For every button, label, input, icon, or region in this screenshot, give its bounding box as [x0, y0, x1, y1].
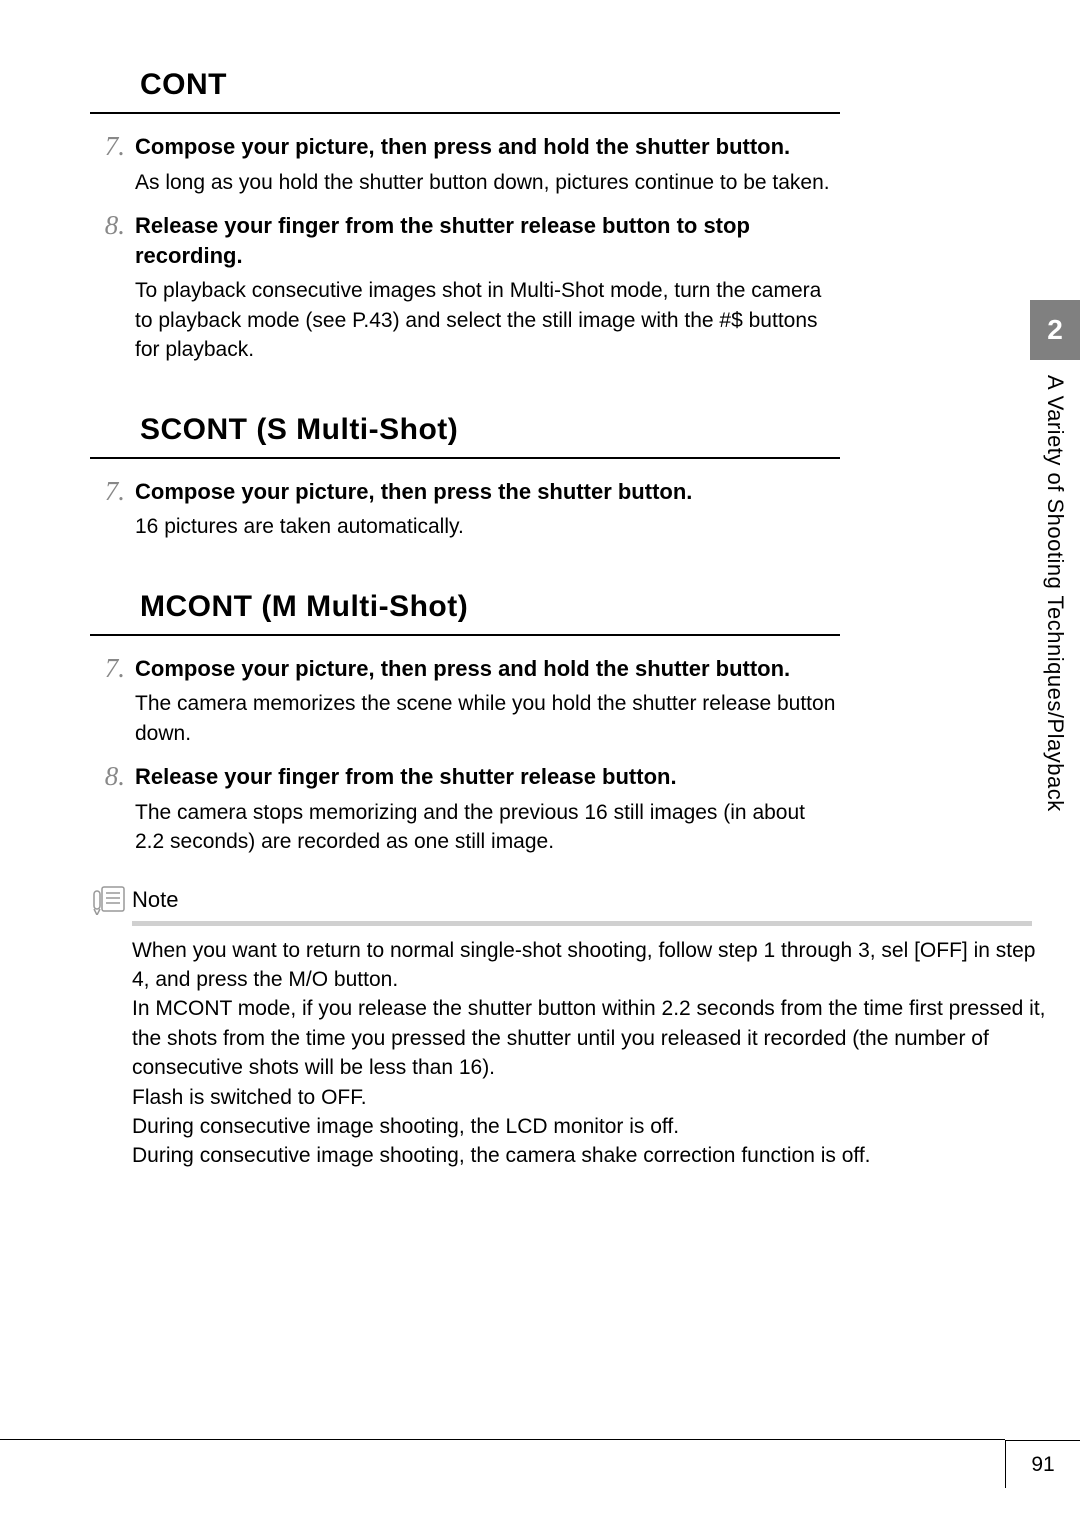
section-title-scont: SCONT (S Multi-Shot): [90, 405, 840, 459]
chapter-label: A Variety of Shooting Techniques/Playbac…: [1042, 375, 1068, 812]
step-text: As long as you hold the shutter button d…: [135, 168, 840, 197]
note-block: Note When you want to return to normal s…: [90, 885, 840, 1171]
step-text: 16 pictures are taken automatically.: [135, 512, 840, 541]
step-number: 8.: [90, 762, 135, 856]
bottom-rule: [0, 1439, 1005, 1440]
step-body: Release your finger from the shutter rel…: [135, 211, 840, 365]
chapter-tab: 2: [1030, 300, 1080, 360]
step-body: Compose your picture, then press the shu…: [135, 477, 840, 542]
step-body: Compose your picture, then press and hol…: [135, 132, 840, 197]
step-heading: Compose your picture, then press and hol…: [135, 132, 840, 162]
note-icon: [92, 885, 132, 915]
content-area: CONT 7. Compose your picture, then press…: [90, 60, 840, 1171]
step-number: 7.: [90, 477, 135, 542]
step-number: 8.: [90, 211, 135, 365]
step-heading: Release your finger from the shutter rel…: [135, 762, 840, 792]
step-body: Release your finger from the shutter rel…: [135, 762, 840, 856]
step-heading: Compose your picture, then press the shu…: [135, 477, 840, 507]
page-number: 91: [1005, 1440, 1080, 1488]
step-heading: Compose your picture, then press and hol…: [135, 654, 840, 684]
step-heading: Release your finger from the shutter rel…: [135, 211, 840, 270]
step: 8. Release your finger from the shutter …: [90, 211, 840, 365]
step: 7. Compose your picture, then press and …: [90, 654, 840, 748]
step-number: 7.: [90, 654, 135, 748]
step-body: Compose your picture, then press and hol…: [135, 654, 840, 748]
note-label: Note: [132, 887, 178, 913]
step-text: The camera stops memorizing and the prev…: [135, 798, 840, 857]
step-text: The camera memorizes the scene while you…: [135, 689, 840, 748]
step: 7. Compose your picture, then press the …: [90, 477, 840, 542]
step-text: To playback consecutive images shot in M…: [135, 276, 840, 364]
section-title-cont: CONT: [90, 60, 840, 114]
section-title-mcont: MCONT (M Multi-Shot): [90, 582, 840, 636]
step-number: 7.: [90, 132, 135, 197]
step: 7. Compose your picture, then press and …: [90, 132, 840, 197]
step: 8. Release your finger from the shutter …: [90, 762, 840, 856]
note-body: When you want to return to normal single…: [90, 926, 1050, 1171]
note-header: Note: [90, 885, 840, 915]
manual-page: CONT 7. Compose your picture, then press…: [0, 0, 1080, 1528]
